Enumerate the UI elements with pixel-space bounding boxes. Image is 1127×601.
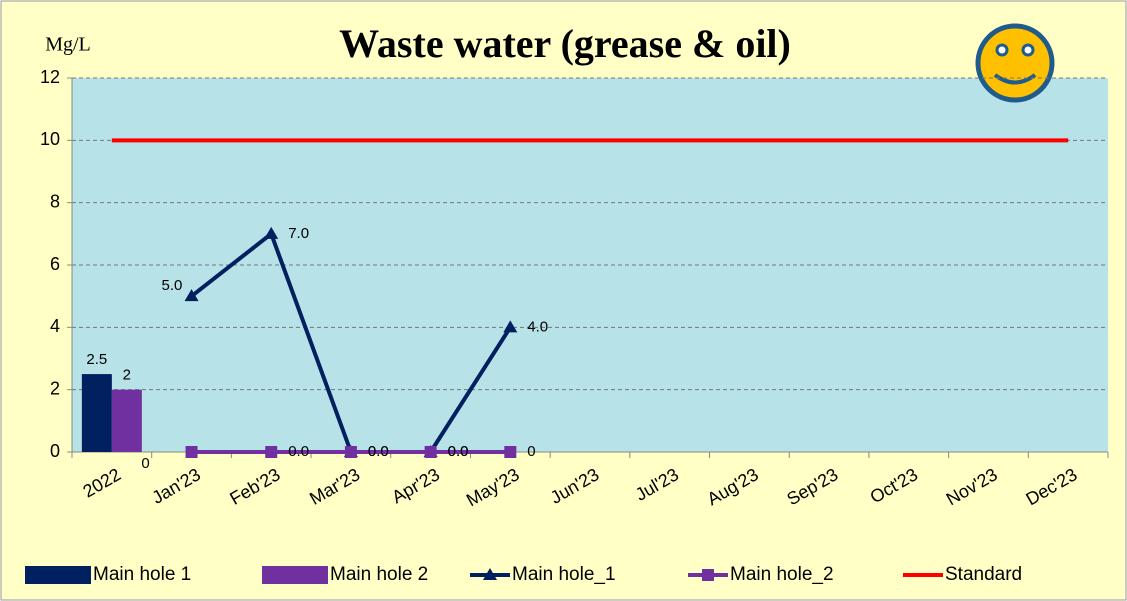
- legend-label: Main hole 1: [93, 564, 191, 585]
- legend-label: Main hole 2: [330, 564, 428, 585]
- line-marker: [185, 446, 198, 458]
- line-marker: [265, 446, 278, 458]
- line-marker: [264, 226, 279, 239]
- line-marker: [184, 289, 199, 302]
- legend-label: Main hole_2: [730, 564, 834, 585]
- legend-marker: [702, 569, 714, 581]
- y-tick-label: 6: [50, 254, 60, 274]
- data-label: 2: [123, 367, 131, 384]
- data-label: 0.0: [448, 443, 469, 460]
- legend-marker: [483, 568, 497, 580]
- data-label: 0.0: [288, 443, 309, 460]
- y-tick-label: 8: [50, 191, 60, 211]
- data-label: 0: [141, 455, 149, 472]
- line-marker: [503, 320, 518, 333]
- y-tick-label: 12: [40, 67, 60, 87]
- data-label: 5.0: [162, 277, 183, 294]
- line-marker: [504, 446, 517, 458]
- bar: [81, 374, 112, 452]
- y-tick-label: 0: [50, 441, 60, 461]
- y-tick-label: 4: [50, 316, 60, 336]
- data-label: 0: [527, 443, 535, 460]
- legend-swatch: [262, 566, 328, 584]
- smiley-icon: [975, 23, 1055, 103]
- data-label: 7.0: [288, 225, 309, 242]
- y-axis-label: Mg/L: [45, 34, 91, 56]
- data-label: 0.0: [368, 443, 389, 460]
- line-marker: [344, 446, 357, 458]
- y-tick-label: 10: [40, 129, 60, 149]
- legend-label: Main hole_1: [512, 564, 616, 585]
- legend-swatch: [25, 566, 91, 584]
- line-marker: [424, 446, 437, 458]
- chart-title: Waste water (grease & oil): [339, 21, 791, 66]
- data-label: 4.0: [527, 318, 548, 335]
- y-tick-label: 2: [50, 378, 60, 398]
- bar: [111, 389, 142, 452]
- legend-label: Standard: [945, 564, 1022, 585]
- data-label: 2.5: [86, 351, 107, 368]
